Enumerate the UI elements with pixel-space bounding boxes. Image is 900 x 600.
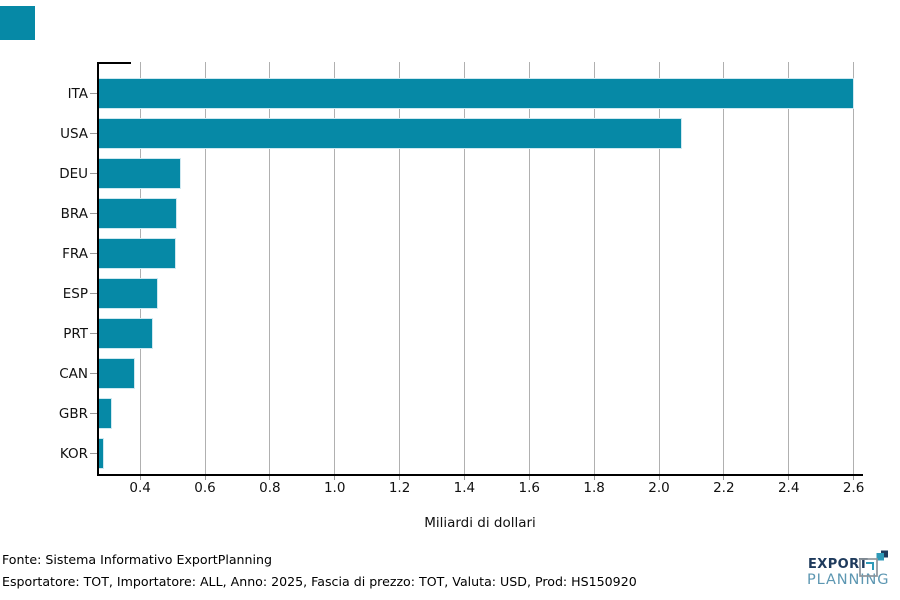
logo-export-text: EXPORT (808, 557, 869, 572)
exportplanning-logo-icon (859, 550, 888, 577)
x-axis-title: Miliardi di dollari (424, 515, 536, 531)
exportplanning-logo: EXPORT PLANNING (806, 550, 900, 596)
y-tick (90, 133, 97, 134)
gridline (593, 62, 595, 474)
bar-ita (98, 78, 854, 109)
y-tick-label-kor: KOR (59, 445, 88, 462)
x-tick (204, 476, 206, 480)
x-axis-spine (97, 474, 863, 476)
y-axis-spine (97, 62, 99, 476)
x-tick-label: 1.6 (518, 480, 541, 496)
x-tick (463, 476, 465, 480)
x-tick (723, 476, 725, 480)
y-tick (90, 373, 97, 374)
y-tick (90, 253, 97, 254)
bar-can (98, 358, 135, 389)
x-tick (139, 476, 141, 480)
gridline (334, 62, 336, 474)
gridline (269, 62, 271, 474)
x-tick (269, 476, 271, 480)
x-tick-label: 2.0 (648, 480, 670, 496)
bar-fra (98, 238, 176, 269)
x-tick-label: 0.8 (259, 480, 281, 496)
y-tick (90, 93, 97, 94)
x-tick (853, 476, 855, 480)
y-tick-label-bra: BRA (60, 205, 88, 222)
x-tick-label: 1.0 (323, 480, 346, 496)
x-tick (593, 476, 595, 480)
gridline (463, 62, 465, 474)
x-tick-label: 2.4 (777, 480, 800, 496)
x-tick-label: 0.6 (194, 480, 216, 496)
y-tick-label-fra: FRA (62, 245, 88, 262)
y-tick (90, 413, 97, 414)
y-tick-label-can: CAN (59, 365, 88, 382)
gridline (528, 62, 530, 474)
bar-bra (98, 198, 178, 229)
y-tick-label-ita: ITA (67, 85, 88, 102)
x-tick-label: 2.2 (713, 480, 735, 496)
x-tick-label: 1.8 (583, 480, 605, 496)
bar-usa (98, 118, 682, 149)
x-tick-label: 2.6 (842, 480, 865, 496)
gridline (658, 62, 660, 474)
y-tick (90, 173, 97, 174)
x-tick (334, 476, 336, 480)
y-tick-label-prt: PRT (63, 325, 88, 342)
gridline (204, 62, 206, 474)
axis-top-corner-segment (97, 62, 131, 64)
gridline (399, 62, 401, 474)
x-tick (658, 476, 660, 480)
x-tick (528, 476, 530, 480)
x-tick (788, 476, 790, 480)
bar-prt (98, 318, 154, 349)
x-tick-label: 1.2 (388, 480, 411, 496)
y-tick (90, 333, 97, 334)
y-tick-label-esp: ESP (62, 285, 88, 302)
bar-esp (98, 278, 158, 309)
x-tick (399, 476, 401, 480)
footer-parameters-text: Esportatore: TOT, Importatore: ALL, Anno… (2, 574, 637, 589)
y-tick (90, 213, 97, 214)
brand-corner-square (0, 6, 35, 40)
footer-source-text: Fonte: Sistema Informativo ExportPlannin… (2, 552, 272, 567)
gridline (853, 62, 855, 474)
bar-gbr (98, 398, 112, 429)
y-tick-label-usa: USA (60, 125, 88, 142)
bar-deu (98, 158, 181, 189)
y-tick (90, 293, 97, 294)
y-tick-label-deu: DEU (59, 165, 88, 182)
gridline (788, 62, 790, 474)
y-tick-label-gbr: GBR (58, 405, 88, 422)
gridline (723, 62, 725, 474)
x-tick-label: 1.4 (453, 480, 476, 496)
x-tick-label: 0.4 (129, 480, 151, 496)
y-tick (90, 453, 97, 454)
